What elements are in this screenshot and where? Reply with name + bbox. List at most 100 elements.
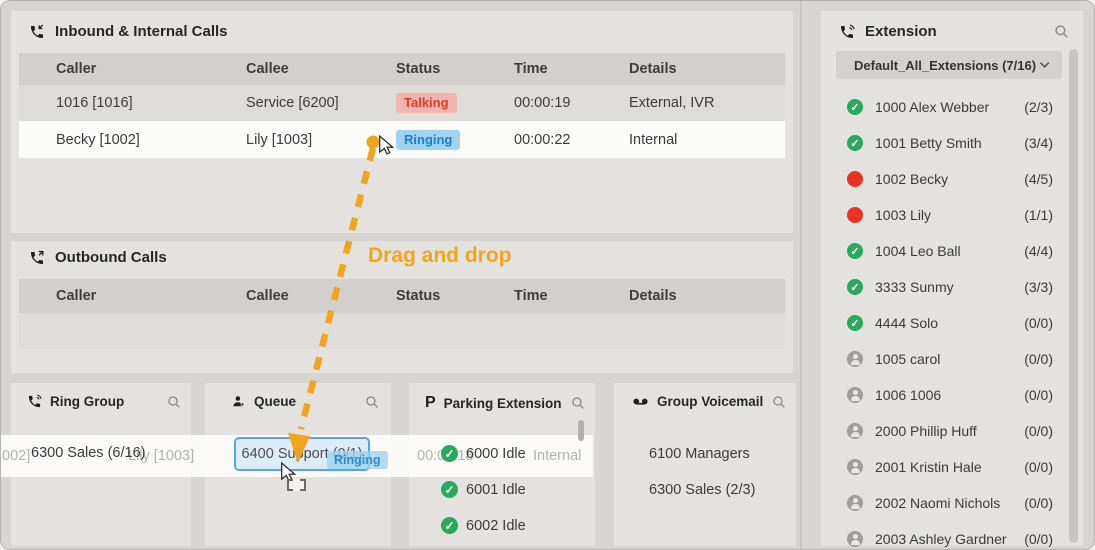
- extension-call-count: (0/0): [1024, 315, 1053, 331]
- extension-list-item[interactable]: 1005 carol (0/0): [821, 341, 1083, 377]
- phone-wave-icon: [839, 24, 855, 40]
- status-badge: Talking: [396, 92, 457, 114]
- parking-item-label: 6000 Idle: [466, 445, 526, 462]
- extension-call-count: (0/0): [1024, 423, 1053, 439]
- extension-list-scrollbar[interactable]: [1069, 49, 1078, 543]
- parking-extension-item[interactable]: ✓ 6000 Idle: [441, 445, 526, 462]
- parking-extension-item[interactable]: ✓ 6002 Idle: [441, 517, 526, 534]
- caller-cell: Becky [1002]: [56, 131, 140, 148]
- ghost-callee: Lily [1003]: [128, 448, 195, 464]
- search-icon[interactable]: [365, 395, 379, 409]
- col-details: Details: [629, 288, 677, 304]
- search-icon[interactable]: [1054, 24, 1069, 39]
- extension-list-item[interactable]: 2003 Ashley Gardner (0/0): [821, 521, 1083, 549]
- inbound-table-header: Caller Callee Status Time Details: [19, 53, 785, 85]
- parking-header: P Parking Extension: [425, 394, 585, 412]
- offline-status-icon: [847, 531, 863, 547]
- group-voicemail-item[interactable]: 6300 Sales (2/3): [649, 481, 755, 498]
- panel-title: Queue: [254, 394, 297, 409]
- group-voicemail-list: 6100 Managers 6300 Sales (2/3): [649, 445, 755, 517]
- available-status-icon: ✓: [847, 315, 863, 331]
- extension-call-count: (0/0): [1024, 531, 1053, 547]
- call-row-ringing[interactable]: Becky [1002] Lily [1003] Ringing 00:00:2…: [19, 121, 785, 158]
- phone-ring-icon: [27, 394, 42, 409]
- extension-list-item[interactable]: 2001 Kristin Hale (0/0): [821, 449, 1083, 485]
- extension-list-item[interactable]: 2000 Phillip Huff (0/0): [821, 413, 1083, 449]
- dropdown-selected-value: Default_All_Extensions (7/16): [854, 57, 1037, 73]
- col-time: Time: [514, 288, 548, 304]
- inbound-panel-header: Inbound & Internal Calls: [29, 23, 228, 40]
- parking-extension-item[interactable]: ✓ 6001 Idle: [441, 481, 526, 498]
- offline-status-icon: [847, 423, 863, 439]
- available-status-icon: ✓: [847, 135, 863, 151]
- search-icon[interactable]: [167, 395, 181, 409]
- group-voicemail-panel: Group Voicemail: [614, 383, 796, 546]
- col-callee: Callee: [246, 288, 289, 304]
- empty-row: [19, 313, 785, 349]
- available-status-icon: ✓: [847, 99, 863, 115]
- ghost-ringing-badge: Ringing: [327, 451, 388, 469]
- busy-status-icon: [847, 171, 863, 187]
- outbound-table-header: Caller Callee Status Time Details: [19, 279, 785, 313]
- status-badge: Ringing: [396, 129, 461, 150]
- call-row-talking[interactable]: 1016 [1016] Service [6200] Talking 00:00…: [19, 85, 785, 121]
- main-sidebar-divider: [800, 1, 802, 549]
- extension-panel: Extension Default_All_Extensions (7/16) …: [821, 11, 1083, 547]
- offline-status-icon: [847, 459, 863, 475]
- extension-call-count: (2/3): [1024, 99, 1053, 115]
- extension-label: 1004 Leo Ball: [875, 243, 961, 259]
- col-time: Time: [514, 61, 548, 77]
- extension-call-count: (1/1): [1024, 207, 1053, 223]
- drag-and-drop-label: Drag and drop: [368, 244, 512, 267]
- available-status-icon: ✓: [441, 481, 458, 498]
- group-voicemail-item[interactable]: 6100 Managers: [649, 445, 755, 462]
- phone-incoming-icon: [29, 23, 45, 40]
- extension-group-dropdown[interactable]: Default_All_Extensions (7/16): [836, 51, 1062, 79]
- extension-label: 1001 Betty Smith: [875, 135, 982, 151]
- search-icon[interactable]: [772, 395, 786, 409]
- extension-list-item[interactable]: 1002 Becky (4/5): [821, 161, 1083, 197]
- details-cell: Internal: [629, 131, 678, 148]
- extension-list-item[interactable]: 1006 1006 (0/0): [821, 377, 1083, 413]
- extension-label: 1005 carol: [875, 351, 941, 367]
- panel-title: Outbound Calls: [55, 249, 167, 266]
- busy-status-icon: [847, 207, 863, 223]
- extension-call-count: (0/0): [1024, 495, 1053, 511]
- extension-list-item[interactable]: 2002 Naomi Nichols (0/0): [821, 485, 1083, 521]
- agent-person-icon: [231, 394, 246, 409]
- extension-list-item[interactable]: ✓ 3333 Sunmy (3/3): [821, 269, 1083, 305]
- extension-list-item[interactable]: ✓ 1001 Betty Smith (3/4): [821, 125, 1083, 161]
- extension-list-item[interactable]: ✓ 1004 Leo Ball (4/4): [821, 233, 1083, 269]
- extension-list: ✓ 1000 Alex Webber (2/3) ✓ 1001 Betty Sm…: [821, 89, 1083, 549]
- parking-list-scrollbar[interactable]: [578, 420, 584, 441]
- extension-label: 4444 Solo: [875, 315, 939, 331]
- available-status-icon: ✓: [441, 445, 458, 462]
- extension-label: 2003 Ashley Gardner: [875, 531, 1007, 547]
- col-caller: Caller: [56, 288, 97, 304]
- extension-label: 2000 Phillip Huff: [875, 423, 977, 439]
- extension-list-item[interactable]: ✓ 1000 Alex Webber (2/3): [821, 89, 1083, 125]
- outbound-panel-header: Outbound Calls: [29, 249, 167, 266]
- parking-extension-list: ✓ 6000 Idle ✓ 6001 Idle ✓ 6002 Idle: [441, 445, 526, 549]
- caller-cell: 1016 [1016]: [56, 95, 133, 111]
- extension-call-count: (0/0): [1024, 351, 1053, 367]
- voicemail-icon: [632, 394, 649, 409]
- ring-group-item[interactable]: 6300 Sales (6/16): [31, 445, 146, 461]
- extension-label: 1000 Alex Webber: [875, 99, 990, 115]
- extension-label: 1002 Becky: [875, 171, 949, 187]
- ghost-caller-fragment: 002]: [2, 448, 31, 464]
- search-icon[interactable]: [571, 396, 585, 410]
- panel-title: Parking Extension: [443, 395, 562, 411]
- extension-call-count: (3/3): [1024, 279, 1053, 295]
- col-status: Status: [396, 288, 441, 304]
- available-status-icon: ✓: [847, 243, 863, 259]
- extension-call-count: (4/5): [1024, 171, 1053, 187]
- panel-title: Ring Group: [50, 394, 125, 409]
- col-details: Details: [629, 61, 677, 77]
- available-status-icon: ✓: [441, 517, 458, 534]
- voicemail-header: Group Voicemail: [632, 394, 786, 409]
- extension-list-item[interactable]: 1003 Lily (1/1): [821, 197, 1083, 233]
- extension-list-item[interactable]: ✓ 4444 Solo (0/0): [821, 305, 1083, 341]
- parking-item-label: 6001 Idle: [466, 481, 526, 498]
